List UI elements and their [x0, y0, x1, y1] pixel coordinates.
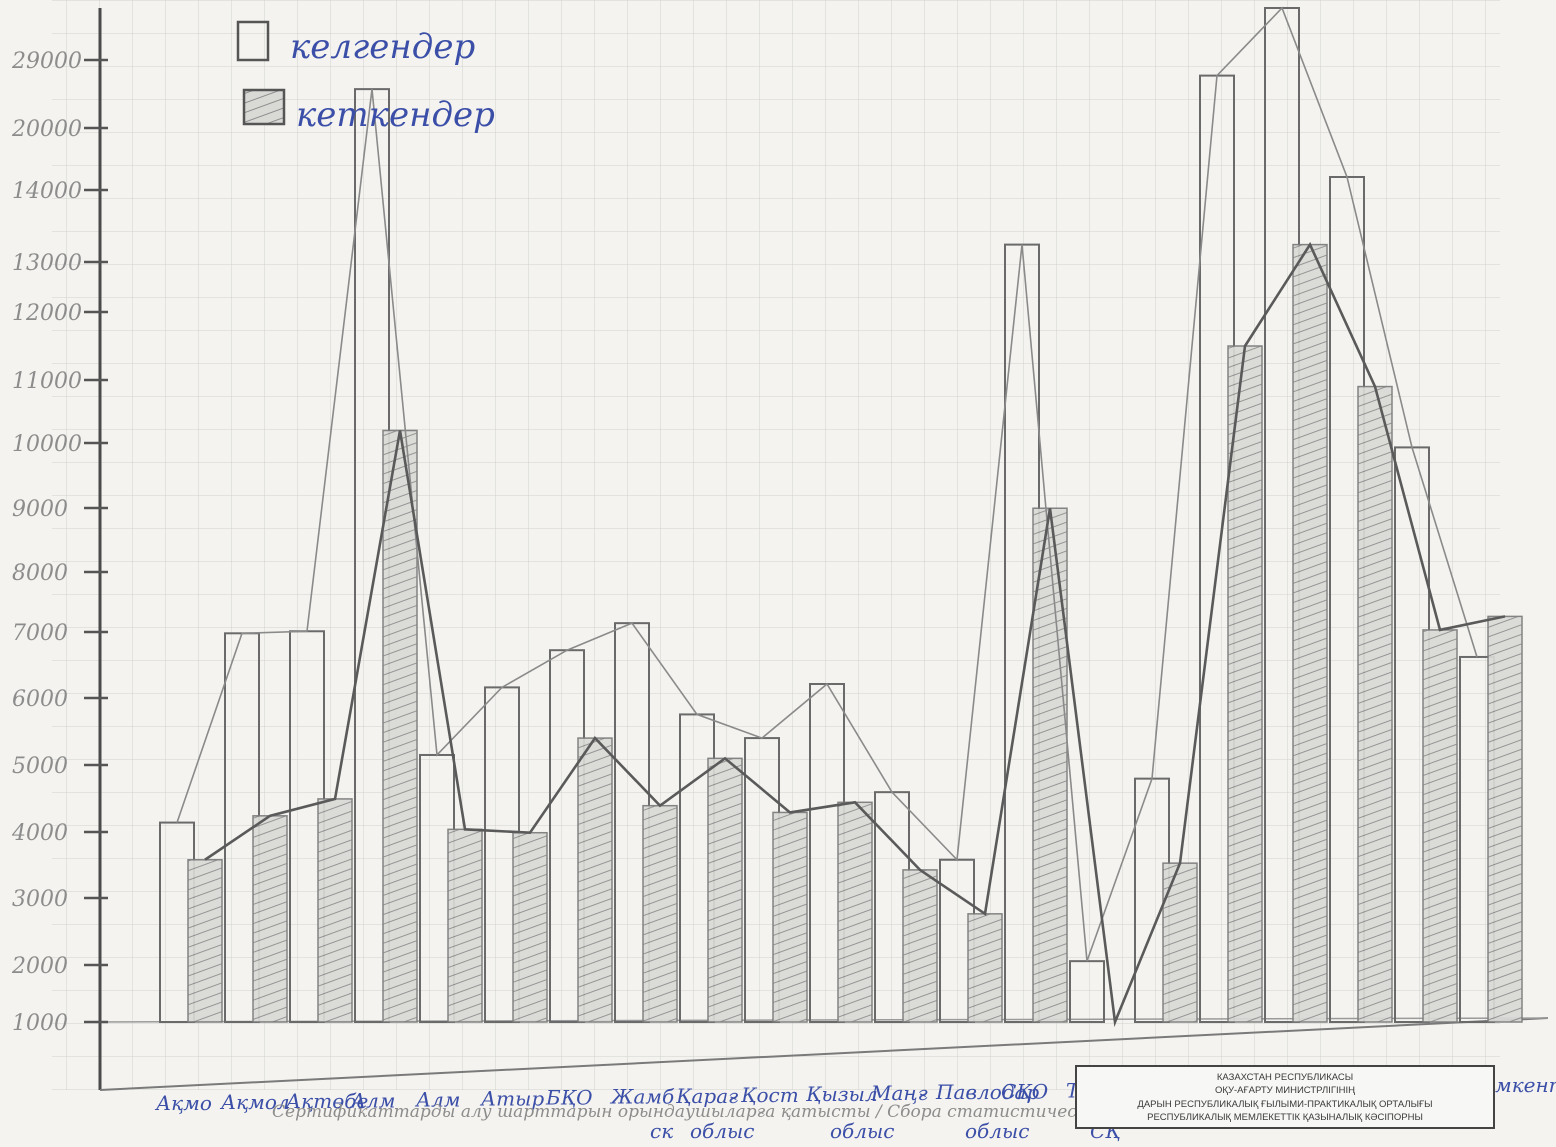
bar-departures [382, 429, 418, 1023]
bar-departures [1162, 862, 1198, 1023]
legend-swatch-hatched [242, 88, 286, 126]
x-label-second-row: облыс [965, 1119, 1029, 1143]
x-label: Жамб [609, 1085, 675, 1109]
x-axis-line [99, 1017, 1549, 1091]
x-label: Қарағ [675, 1084, 738, 1108]
x-label: СҚО [1001, 1079, 1048, 1103]
bar-departures [1357, 385, 1393, 1023]
x-label: Павлодар [935, 1080, 1039, 1104]
x-label: Алм [349, 1088, 395, 1112]
x-label: Атыр [479, 1087, 544, 1111]
institution-stamp: КАЗАХСТАН РЕСПУБЛИКАСЫ ОҚУ-АҒАРТУ МИНИСТ… [1075, 1065, 1495, 1129]
bar-departures [1292, 243, 1328, 1023]
y-tick-label: 20000 [11, 117, 82, 142]
y-tick-label: 1000 [12, 1011, 68, 1036]
stamp-line-2: ОҚУ-АҒАРТУ МИНИСТРЛІГІНІҢ [1215, 1085, 1355, 1096]
bar-departures [577, 737, 613, 1023]
y-tick-label: 8000 [12, 561, 68, 586]
bar-departures [837, 801, 873, 1023]
stamp-line-1: КАЗАХСТАН РЕСПУБЛИКАСЫ [1217, 1072, 1353, 1083]
y-tick-label: 29000 [11, 49, 82, 74]
bar-departures [642, 804, 678, 1023]
y-axis-ticks: 1000 2000 3000 4000 5000 6000 7000 8000 9000 1000… [11, 49, 108, 1036]
bar-departures [902, 869, 938, 1023]
y-tick-label: 4000 [11, 821, 68, 846]
x-label: Ақтөбе [284, 1089, 368, 1113]
x-label: Алм [414, 1087, 460, 1111]
x-label-second-row: ск [650, 1119, 673, 1143]
bar-departures [447, 828, 483, 1023]
bar-departures [967, 913, 1003, 1023]
x-label: Қост [740, 1083, 799, 1107]
y-tick-label: 5000 [12, 754, 68, 779]
bar-departures [772, 811, 808, 1023]
bar-departures [317, 798, 353, 1023]
y-tick-label: 3000 [12, 887, 68, 912]
x-label: Ақмо [154, 1091, 212, 1115]
y-tick-label: 6000 [12, 687, 68, 712]
legend: келгендер кеткендер [236, 20, 495, 135]
legend-label-departures: кеткендер [296, 95, 495, 135]
bar-departures [512, 831, 548, 1023]
x-label: Маңғ [870, 1081, 928, 1105]
x-label: БҚО [545, 1086, 593, 1110]
bar-departures [252, 815, 288, 1023]
legend-label-arrivals: келгендер [290, 27, 475, 67]
trend-lines [176, 6, 1506, 1028]
bar-departures [707, 757, 743, 1023]
overlap-caption: Сертификаттарды алу шарттарын орындаушыл… [272, 1102, 1228, 1122]
stamp-border [1075, 1065, 1495, 1129]
x-label: Қызыл [805, 1082, 878, 1106]
x-label-second-row: облыс [830, 1119, 894, 1143]
trend-line-arrivals [176, 6, 1478, 962]
bar-departures [1487, 615, 1523, 1023]
y-tick-label: 2000 [11, 954, 68, 979]
bar-departures [187, 859, 223, 1023]
stamp-line-3: ДАРЫН РЕСПУБЛИКАЛЫҚ ҒЫЛЫМИ-ПРАКТИКАЛЫҚ О… [1137, 1099, 1432, 1110]
x-label-second-row: облыс [690, 1119, 754, 1143]
x-label: Ақмол [219, 1090, 290, 1114]
trend-line-departures [204, 241, 1506, 1028]
y-tick-label: 11000 [12, 369, 82, 394]
y-tick-label: 10000 [12, 432, 82, 457]
y-tick-label: 12000 [12, 301, 82, 326]
legend-swatch-empty [236, 20, 270, 62]
bar-departures [1422, 629, 1458, 1023]
y-tick-label: 14000 [12, 179, 82, 204]
stamp-line-4: РЕСПУБЛИКАЛЫҚ МЕМЛЕКЕТТІК ҚАЗЫНАЛЫҚ КӘСІ… [1147, 1112, 1423, 1123]
y-tick-label: 9000 [12, 497, 68, 522]
y-tick-label: 13000 [12, 251, 82, 276]
y-tick-label: 7000 [12, 621, 68, 646]
